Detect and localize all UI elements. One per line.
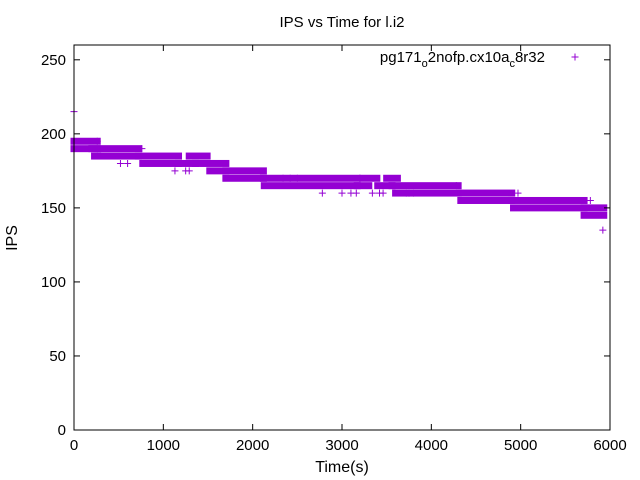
data-band bbox=[222, 174, 267, 182]
data-band bbox=[260, 182, 361, 190]
data-point bbox=[514, 189, 522, 197]
legend-label-subscript: c bbox=[509, 58, 515, 70]
data-point bbox=[599, 226, 607, 234]
data-point bbox=[97, 152, 105, 160]
data-band bbox=[70, 145, 101, 153]
data-band bbox=[392, 189, 462, 197]
data-point bbox=[338, 189, 346, 197]
data-band bbox=[353, 182, 373, 190]
y-tick-label: 200 bbox=[41, 126, 66, 143]
data-point bbox=[185, 167, 193, 175]
data-point bbox=[368, 189, 376, 197]
data-band bbox=[508, 196, 588, 204]
data-band bbox=[185, 152, 211, 160]
y-tick-label: 0 bbox=[58, 422, 66, 439]
data-point bbox=[452, 182, 460, 190]
x-tick-label: 0 bbox=[70, 437, 78, 454]
data-band bbox=[191, 159, 230, 167]
x-axis-title: Time(s) bbox=[315, 459, 369, 476]
data-point bbox=[409, 189, 417, 197]
ticks-layer: 0 1000 2000 3000 4000 5000 6000 0 50 100 150 200 250 bbox=[41, 45, 627, 454]
x-tick-label: 2000 bbox=[236, 437, 269, 454]
data-band bbox=[383, 174, 401, 182]
data-band bbox=[374, 182, 396, 190]
chart-title: IPS vs Time for l.i2 bbox=[279, 14, 404, 31]
data-band bbox=[388, 182, 462, 190]
x-tick-label: 1000 bbox=[147, 437, 180, 454]
x-tick-label: 3000 bbox=[325, 437, 358, 454]
data-band bbox=[91, 152, 142, 160]
data-point bbox=[293, 174, 301, 182]
x-tick-label: 4000 bbox=[415, 437, 448, 454]
data-point bbox=[352, 189, 360, 197]
data-band bbox=[580, 204, 608, 212]
legend-label-part: 2nofp.cx10a bbox=[428, 49, 510, 66]
y-tick-label: 50 bbox=[49, 348, 66, 365]
data-point bbox=[116, 159, 124, 167]
data-band bbox=[88, 145, 142, 153]
data-band bbox=[134, 152, 183, 160]
data-point bbox=[318, 189, 326, 197]
data-point bbox=[279, 174, 287, 182]
data-series-1 bbox=[70, 108, 608, 234]
y-tick-label: 150 bbox=[41, 200, 66, 217]
data-point bbox=[93, 137, 101, 145]
legend-label-part: pg171 bbox=[380, 49, 422, 66]
legend-label-series-1: pg171o2nofp.cx10ac8r32 bbox=[380, 49, 545, 70]
data-band bbox=[222, 167, 267, 175]
legend: pg171o2nofp.cx10ac8r32 bbox=[380, 49, 579, 70]
legend-label-subscript: o bbox=[422, 58, 428, 70]
data-band bbox=[259, 174, 361, 182]
data-band bbox=[359, 174, 381, 182]
legend-label-part: 8r32 bbox=[515, 49, 545, 66]
data-band bbox=[206, 167, 230, 175]
y-tick-label: 250 bbox=[41, 52, 66, 69]
data-band bbox=[175, 159, 199, 167]
data-band bbox=[139, 159, 183, 167]
data-band bbox=[580, 211, 608, 219]
data-point bbox=[286, 174, 294, 182]
data-point bbox=[586, 196, 594, 204]
legend-marker-series-1 bbox=[571, 53, 579, 61]
legend-marker-glyph bbox=[571, 53, 579, 61]
x-tick-label: 6000 bbox=[593, 437, 626, 454]
y-axis-title: IPS bbox=[4, 225, 21, 251]
y-tick-label: 100 bbox=[41, 274, 66, 291]
data-point bbox=[124, 159, 132, 167]
data-band bbox=[70, 137, 101, 145]
data-band bbox=[457, 189, 516, 197]
data-band bbox=[457, 196, 516, 204]
x-tick-label: 5000 bbox=[504, 437, 537, 454]
data-point bbox=[138, 145, 146, 153]
data-point bbox=[171, 167, 179, 175]
series-layer bbox=[70, 108, 608, 234]
data-band bbox=[510, 204, 588, 212]
data-point bbox=[379, 189, 387, 197]
